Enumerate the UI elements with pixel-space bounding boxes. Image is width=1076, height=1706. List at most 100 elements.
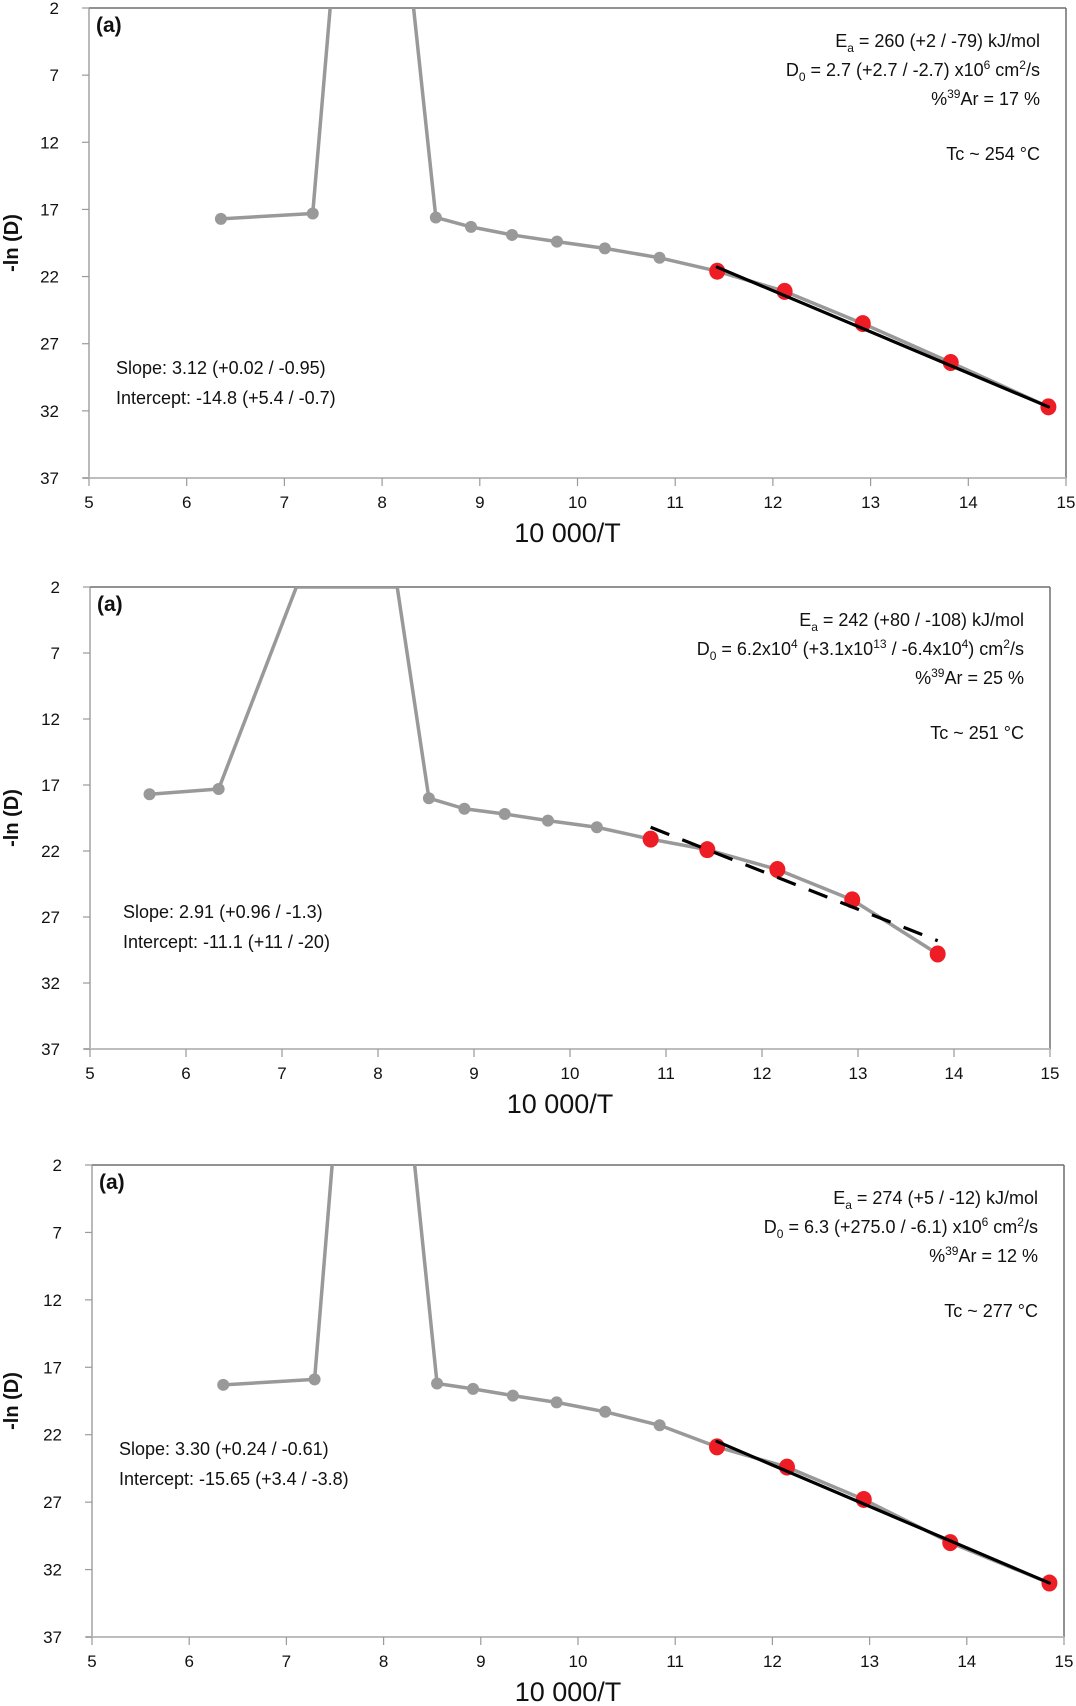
panel-label: (a) [96, 14, 122, 37]
x-axis-title: 10 000/T [507, 1089, 614, 1119]
y-tick-label: 22 [43, 1426, 62, 1445]
data-point-grey [143, 788, 156, 801]
y-tick-label: 37 [43, 1628, 62, 1647]
data-point-grey [653, 1419, 666, 1432]
x-tick-label: 9 [476, 1652, 485, 1671]
y-tick-label: 32 [43, 1561, 62, 1580]
intercept-text: Intercept: -14.8 (+5.4 / -0.7) [116, 388, 336, 408]
x-tick-label: 11 [657, 1064, 675, 1083]
x-tick-label: 8 [373, 1064, 382, 1083]
data-point-red [699, 841, 716, 859]
y-tick-label: 17 [40, 200, 59, 219]
x-tick-label: 12 [753, 1064, 772, 1083]
d0-text: D0 = 2.7 (+2.7 / -2.7) x106 cm2/s [786, 58, 1040, 84]
data-point-grey [599, 1405, 612, 1418]
x-tick-label: 14 [945, 1064, 964, 1083]
slope-text: Slope: 2.91 (+0.96 / -1.3) [123, 902, 323, 922]
data-point-grey [550, 235, 563, 248]
x-tick-label: 8 [377, 493, 386, 512]
x-tick-label: 15 [1057, 493, 1076, 512]
data-point-grey [467, 1382, 480, 1395]
closure-temperature-text: Tc ~ 254 °C [946, 144, 1040, 164]
argon-percent-text: %39Ar = 17 % [931, 87, 1040, 109]
x-tick-label: 6 [184, 1652, 193, 1671]
data-point-grey [422, 792, 435, 805]
y-tick-label: 27 [41, 908, 60, 927]
x-tick-label: 15 [1041, 1064, 1060, 1083]
x-tick-label: 7 [280, 493, 289, 512]
y-tick-label: 2 [53, 1156, 62, 1175]
x-tick-label: 7 [277, 1064, 286, 1083]
data-point-grey [465, 220, 478, 233]
y-tick-label: 32 [41, 974, 60, 993]
x-tick-label: 12 [763, 493, 782, 512]
x-tick-label: 14 [957, 1652, 976, 1671]
activation-energy-text: Ea = 260 (+2 / -79) kJ/mol [835, 31, 1040, 55]
data-point-grey [306, 207, 319, 220]
x-tick-label: 13 [860, 1652, 879, 1671]
x-tick-label: 15 [1055, 1652, 1074, 1671]
closure-temperature-text: Tc ~ 251 °C [930, 723, 1024, 743]
data-point-grey [506, 1389, 519, 1402]
y-tick-label: 7 [50, 66, 59, 85]
data-point-red [642, 830, 659, 848]
series-line-all-steps [223, 1165, 1051, 1585]
y-tick-label: 22 [40, 268, 59, 287]
fit-line [715, 1439, 1052, 1585]
x-tick-label: 13 [849, 1064, 868, 1083]
y-tick-label: 12 [43, 1291, 62, 1310]
data-point-grey [550, 1396, 563, 1409]
y-axis-title: -ln (D) [1, 214, 23, 272]
data-point-grey [590, 821, 603, 834]
panel-label: (a) [97, 593, 123, 616]
data-point-grey [458, 802, 471, 815]
x-tick-label: 10 [569, 1652, 588, 1671]
d0-text: D0 = 6.3 (+275.0 / -6.1) x106 cm2/s [764, 1215, 1038, 1241]
data-point-grey [498, 808, 511, 821]
intercept-text: Intercept: -15.65 (+3.4 / -3.8) [119, 1469, 349, 1489]
y-axis-title: -ln (D) [1, 789, 23, 847]
argon-percent-text: %39Ar = 25 % [915, 666, 1024, 688]
x-tick-label: 6 [181, 1064, 190, 1083]
slope-text: Slope: 3.12 (+0.02 / -0.95) [116, 358, 326, 378]
x-axis-title: 10 000/T [514, 518, 621, 548]
x-tick-label: 5 [84, 493, 93, 512]
y-tick-label: 12 [41, 710, 60, 729]
x-tick-label: 8 [379, 1652, 388, 1671]
y-tick-label: 17 [43, 1358, 62, 1377]
y-tick-label: 22 [41, 842, 60, 861]
x-tick-label: 12 [763, 1652, 782, 1671]
plot-area [214, 8, 1057, 416]
x-tick-label: 6 [182, 493, 191, 512]
y-tick-label: 27 [43, 1493, 62, 1512]
panel-label: (a) [99, 1171, 125, 1194]
x-tick-label: 10 [568, 493, 587, 512]
data-point-grey [217, 1378, 230, 1391]
data-point-red [769, 860, 786, 878]
data-point-grey [541, 814, 554, 827]
plot-area [143, 587, 946, 963]
data-point-grey [506, 228, 519, 241]
activation-energy-text: Ea = 274 (+5 / -12) kJ/mol [833, 1188, 1038, 1212]
data-point-grey [598, 242, 611, 255]
y-tick-label: 17 [41, 776, 60, 795]
x-tick-label: 9 [475, 493, 484, 512]
argon-percent-text: %39Ar = 12 % [929, 1244, 1038, 1266]
d0-text: D0 = 6.2x104 (+3.1x1013 / -6.4x104) cm2/… [697, 637, 1024, 663]
y-tick-label: 7 [53, 1223, 62, 1242]
x-tick-label: 10 [561, 1064, 580, 1083]
data-point-red [709, 262, 726, 280]
data-point-grey [431, 1377, 444, 1390]
x-tick-label: 5 [85, 1064, 94, 1083]
x-tick-label: 11 [666, 493, 684, 512]
fit-line [650, 825, 939, 943]
y-tick-label: 37 [40, 469, 59, 488]
x-tick-label: 5 [87, 1652, 96, 1671]
series-line-all-steps [149, 587, 939, 956]
y-tick-label: 12 [40, 133, 59, 152]
data-point-grey [653, 251, 666, 264]
y-tick-label: 27 [40, 335, 59, 354]
